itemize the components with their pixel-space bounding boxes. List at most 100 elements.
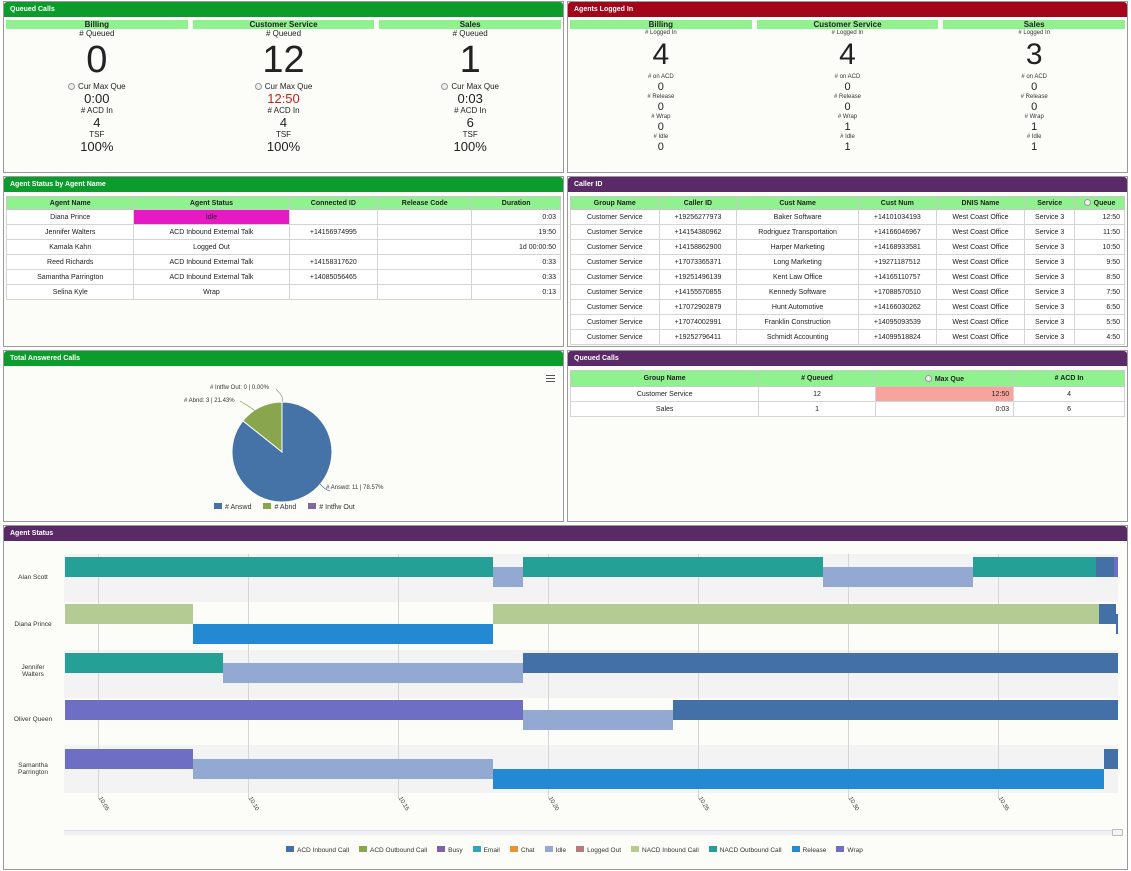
agent-label: Oliver Queen [13, 716, 53, 723]
table-row: Diana Prince Idle 0:03 [5, 209, 561, 225]
status-bar[interactable] [65, 557, 493, 577]
logged-label: # Logged In [831, 30, 864, 36]
col-agent-status[interactable]: Agent Status [133, 196, 290, 210]
status-bar[interactable] [1114, 557, 1118, 577]
col-service[interactable]: Service [1024, 196, 1076, 210]
legend-item-answd[interactable]: # Answd [214, 503, 251, 511]
status-bar[interactable] [523, 557, 823, 577]
col-max-que[interactable]: Max Que [874, 370, 1015, 387]
acd-value: 0 [844, 81, 851, 93]
clock-icon [441, 83, 449, 90]
col-dnis-name[interactable]: DNIS Name [935, 196, 1026, 210]
scroll-handle[interactable] [1112, 829, 1123, 836]
logged-value: 3 [1025, 38, 1043, 71]
legend-item[interactable]: Logged Out [576, 846, 621, 854]
status-bar[interactable] [973, 557, 1096, 577]
col-acd-in[interactable]: # ACD In [1013, 370, 1125, 387]
wrap-label: # Wrap [1024, 114, 1044, 120]
status-bar[interactable] [823, 567, 973, 587]
acd-label: # on ACD [1021, 74, 1048, 80]
pie-label-abnd: # Abnd: 3 | 21.43% [184, 398, 235, 404]
legend-item[interactable]: Email [472, 846, 500, 854]
col-queued[interactable]: # Queued [758, 370, 876, 387]
legend-item[interactable]: ACD Inbound Call [286, 846, 349, 854]
status-bar[interactable] [523, 653, 1118, 673]
acd-label: # on ACD [834, 74, 861, 80]
status-bar[interactable] [65, 653, 223, 673]
tsf-value: 100% [266, 139, 301, 154]
agents-col-header: Billing [570, 20, 752, 29]
acd-label: # ACD In [454, 106, 487, 115]
col-queue[interactable]: Queue [1074, 196, 1125, 210]
status-bar[interactable] [193, 624, 493, 644]
status-bar[interactable] [65, 604, 193, 624]
status-legend: ACD Inbound Call ACD Outbound Call Busy Ema… [286, 846, 863, 854]
legend-item[interactable]: Wrap [836, 846, 863, 854]
status-bar[interactable] [223, 663, 523, 683]
status-bar[interactable] [193, 759, 493, 779]
queued-calls-table-panel: Queued Calls Group Name # Queued Max Que… [567, 350, 1128, 522]
logged-label: # Logged In [644, 30, 677, 36]
legend-item[interactable]: NACD Outbound Call [708, 846, 782, 854]
col-caller-id[interactable]: Caller ID [658, 196, 738, 210]
status-bar[interactable] [65, 749, 193, 769]
legend-item[interactable]: NACD Inbound Call [631, 846, 699, 854]
caller-id-panel: Caller ID Group Name Caller ID Cust Name… [567, 176, 1128, 347]
status-bar[interactable] [493, 604, 1099, 624]
col-duration[interactable]: Duration [471, 196, 561, 210]
queued-label: # Queued [265, 29, 302, 38]
status-bar[interactable] [493, 567, 523, 587]
acd-value: 0 [657, 81, 664, 93]
acd-label: # ACD In [80, 106, 113, 115]
legend-item-out[interactable]: # Intflw Out [308, 503, 355, 511]
status-bar[interactable] [65, 700, 523, 720]
col-cust-num[interactable]: Cust Num [858, 196, 937, 210]
col-agent-name[interactable]: Agent Name [5, 196, 135, 210]
status-bar[interactable] [1099, 604, 1116, 624]
legend-item-abnd[interactable]: # Abnd [263, 503, 296, 511]
agent-status-by-name-title: Agent Status by Agent Name [4, 177, 563, 192]
agent-label: Alan Scott [18, 574, 48, 581]
chart-menu-icon[interactable] [546, 375, 555, 384]
legend-item[interactable]: ACD Outbound Call [359, 846, 427, 854]
wrap-label: # Wrap [651, 114, 671, 120]
caller-id-table: Group Name Caller ID Cust Name Cust Num … [570, 196, 1125, 345]
label-connector [275, 388, 283, 403]
col-group-name[interactable]: Group Name [569, 370, 760, 387]
col-group-name[interactable]: Group Name [570, 196, 660, 210]
status-bar[interactable] [1116, 614, 1118, 634]
pie-label-out: # Intflw Out: 0 | 0.00% [210, 385, 269, 391]
queued-label: # Queued [452, 29, 488, 38]
col-release-code[interactable]: Release Code [377, 196, 473, 210]
status-bar[interactable] [1104, 749, 1118, 769]
queued-value: 0 [86, 39, 108, 81]
status-bar[interactable] [523, 710, 673, 730]
col-connected-id[interactable]: Connected ID [288, 196, 379, 210]
table-row: Customer Service +19251496139 Kent Law Off… [570, 269, 1125, 285]
time-tick: 10:10 [246, 796, 260, 813]
pie-slice-abnd[interactable] [242, 401, 283, 454]
legend-item[interactable]: Idle [544, 846, 566, 854]
col-cust-name[interactable]: Cust Name [736, 196, 860, 210]
pie-label-answd: # Answd: 11 | 78.57% [326, 485, 384, 491]
timeline-scrollbar[interactable] [64, 830, 1123, 835]
agent-status-by-name-panel: Agent Status by Agent Name Agent Name Ag… [3, 176, 564, 347]
total-answered-title: Total Answered Calls [4, 351, 563, 366]
wrap-label: # Wrap [837, 114, 858, 120]
agents-col-billing: Billing # Logged In 4 # on ACD 0 # Relea… [570, 20, 752, 153]
status-bar[interactable] [1096, 557, 1114, 577]
acd-value: 4 [93, 115, 101, 130]
wrap-value: 1 [1031, 121, 1038, 133]
legend-item[interactable]: Release [791, 846, 826, 854]
table-row: Customer Service +19252796411 Schmidt Acco… [570, 329, 1125, 345]
status-bar[interactable] [673, 700, 1118, 720]
status-bar[interactable] [493, 769, 1104, 789]
legend-item[interactable]: Busy [437, 846, 463, 854]
legend-item[interactable]: Chat [509, 846, 535, 854]
logged-value: 4 [839, 38, 856, 71]
agents-logged-in-columns: Billing # Logged In 4 # on ACD 0 # Relea… [568, 17, 1127, 153]
agent-status-chart-panel: Agent Status Alan Scott Diana Prince Jen… [3, 525, 1128, 870]
table-row: Customer Service +14158862900 Harper Marke… [570, 239, 1125, 255]
queued-calls-panel: Queued Calls Billing # Queued 0 Cur Max … [3, 1, 564, 173]
table-row: Customer Service +14154380962 Rodriguez Tr… [570, 224, 1125, 240]
